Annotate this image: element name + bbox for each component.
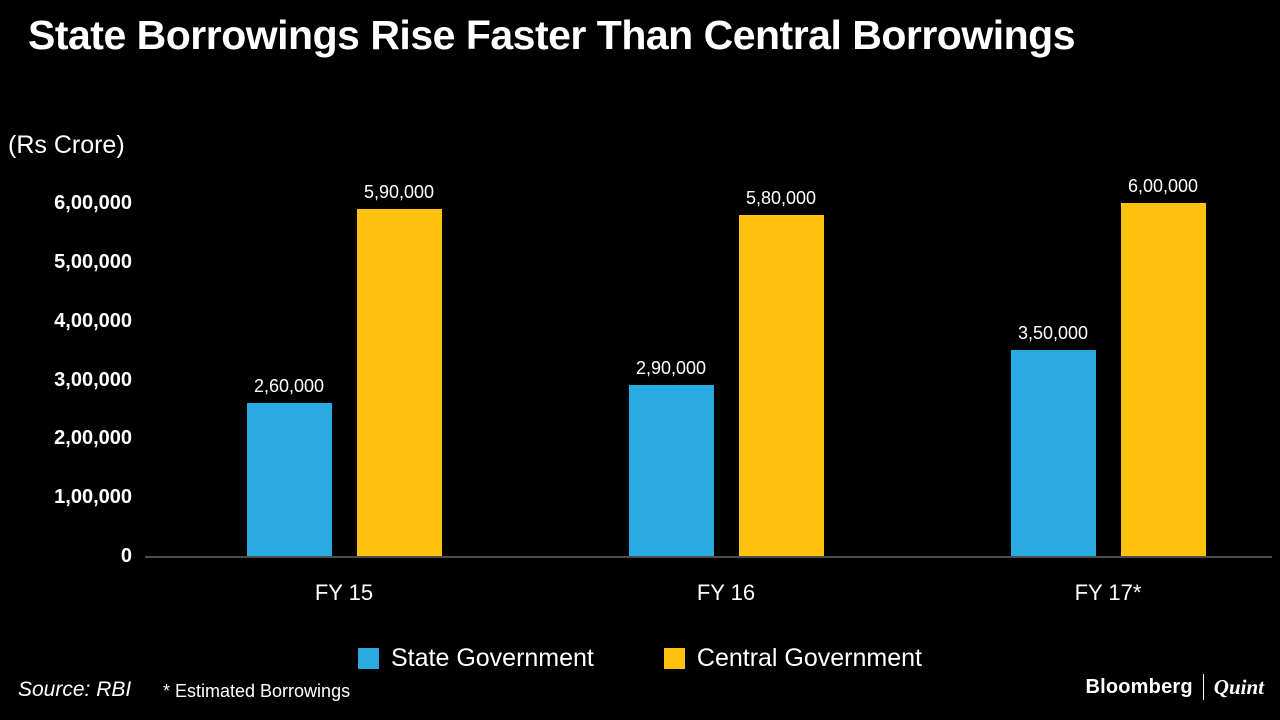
legend-item-central-government: Central Government — [663, 644, 922, 673]
bar-central-government — [738, 214, 824, 556]
legend: State Government Central Government — [0, 644, 1280, 673]
legend-label-state-government: State Government — [391, 644, 594, 672]
state-government-swatch-icon — [358, 648, 379, 669]
y-tick-label: 0 — [120, 545, 132, 567]
bar-state-government — [628, 385, 714, 556]
x-axis-label: FY 15 — [314, 580, 374, 605]
y-tick-label: 2,00,000 — [54, 427, 132, 450]
bar-central-government — [1120, 203, 1206, 556]
x-axis-label: FY 16 — [696, 580, 756, 605]
y-tick-label: 5,00,000 — [54, 250, 132, 273]
bar-state-government — [1010, 350, 1096, 556]
legend-item-state-government: State Government — [358, 644, 594, 673]
bar-value-label: 6,00,000 — [1127, 176, 1199, 196]
footnote-label: * Estimated Borrowings — [163, 681, 351, 701]
y-axis-unit-label: (Rs Crore) — [8, 131, 125, 159]
quint-logo-text: Quint — [1213, 674, 1264, 699]
legend-label-central-government: Central Government — [696, 644, 922, 672]
bar-state-government — [246, 403, 332, 556]
bar-central-government — [356, 208, 442, 556]
source-label: Source: RBI — [18, 678, 132, 701]
y-tick-label: 1,00,000 — [54, 486, 132, 509]
y-tick-label: 6,00,000 — [54, 192, 132, 214]
bar-value-label: 3,50,000 — [1017, 323, 1089, 344]
bar-value-label: 5,90,000 — [363, 181, 435, 202]
y-tick-label: 4,00,000 — [54, 309, 132, 332]
bar-value-label: 2,60,000 — [253, 376, 325, 397]
x-axis-line — [145, 556, 1272, 558]
bar-value-label: 2,90,000 — [635, 358, 707, 379]
bloomberg-quint-logo: Bloomberg Quint — [1085, 674, 1264, 700]
x-axis-label: FY 17* — [1074, 580, 1142, 605]
central-government-swatch-icon — [663, 648, 685, 669]
logo-divider — [1202, 674, 1204, 700]
y-tick-label: 3,00,000 — [54, 368, 132, 391]
bloomberg-logo-text: Bloomberg — [1085, 675, 1193, 698]
bar-value-label: 5,80,000 — [745, 187, 817, 208]
chart-title: State Borrowings Rise Faster Than Centra… — [28, 12, 1076, 58]
